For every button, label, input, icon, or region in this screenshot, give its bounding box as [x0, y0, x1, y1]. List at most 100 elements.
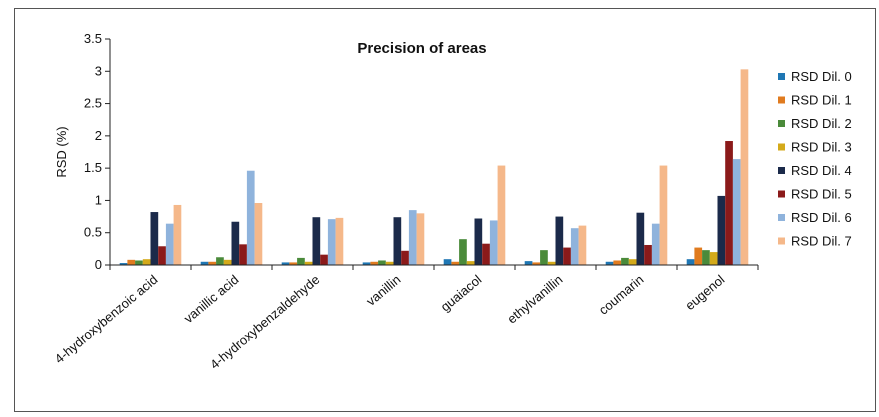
bar	[702, 250, 710, 265]
y-tick-label: 3.5	[84, 31, 102, 46]
legend-label: RSD Dil. 7	[791, 234, 852, 249]
bar	[474, 218, 483, 265]
x-category-label: guaiacol	[438, 272, 485, 315]
bar	[393, 217, 402, 265]
legend-label: RSD Dil. 1	[791, 93, 852, 108]
x-category-label: vanillic acid	[181, 272, 242, 326]
bar	[555, 216, 564, 265]
bar	[740, 69, 749, 265]
bar	[489, 220, 498, 265]
bar	[605, 261, 614, 265]
legend-swatch	[778, 96, 785, 104]
bar	[547, 261, 556, 265]
y-axis-label: RSD (%)	[54, 126, 69, 177]
legend-swatch	[778, 167, 785, 174]
legend-label: RSD Dil. 4	[791, 163, 852, 178]
legend-swatch	[778, 237, 785, 245]
bar	[281, 262, 290, 265]
bar	[165, 223, 174, 265]
bar	[497, 165, 506, 265]
bar	[320, 254, 328, 265]
y-tick-label: 2.5	[84, 96, 102, 111]
bar	[524, 261, 533, 265]
bar	[312, 217, 321, 265]
y-tick-label: 0	[95, 257, 102, 272]
bar	[370, 261, 379, 265]
legend-label: RSD Dil. 3	[791, 140, 852, 155]
bar	[563, 247, 571, 265]
bar	[289, 262, 298, 265]
bar	[578, 225, 587, 265]
legend-label: RSD Dil. 5	[791, 187, 852, 202]
bar	[142, 259, 151, 265]
bar	[709, 252, 718, 265]
bar	[223, 259, 232, 265]
bar	[443, 259, 452, 265]
bar	[297, 257, 305, 265]
x-category-label: eugenol	[682, 272, 727, 313]
bar	[570, 228, 579, 265]
y-tick-label: 0.5	[84, 225, 102, 240]
bar	[613, 260, 622, 265]
legend-swatch	[778, 73, 785, 80]
bar	[127, 259, 136, 265]
bar	[200, 261, 209, 265]
chart-title: Precision of areas	[357, 40, 486, 57]
bar	[659, 165, 668, 265]
bars	[119, 69, 749, 265]
bar	[732, 159, 741, 265]
bar	[401, 250, 409, 265]
bar	[459, 239, 467, 265]
bar	[216, 257, 224, 265]
bar	[378, 260, 386, 265]
bar	[451, 261, 460, 265]
y-tick-label: 2	[95, 128, 102, 143]
bar	[246, 170, 255, 265]
bar	[173, 204, 182, 265]
bar	[694, 247, 703, 265]
bar	[628, 259, 637, 265]
legend-swatch	[778, 143, 785, 151]
x-axis: 4-hydroxybenzoic acid vanillic acid4-hydr…	[52, 264, 759, 372]
bar	[408, 210, 417, 265]
legend-label: RSD Dil. 2	[791, 116, 852, 131]
bar	[208, 261, 217, 265]
bar	[532, 262, 541, 265]
bar	[466, 261, 475, 265]
legend-label: RSD Dil. 6	[791, 210, 852, 225]
bar	[158, 246, 166, 265]
bar	[540, 250, 548, 265]
bar	[327, 219, 336, 265]
bar	[254, 203, 263, 265]
bar	[651, 223, 660, 265]
bar	[416, 213, 425, 265]
x-category-label: ethylvanillin	[504, 272, 565, 327]
bar	[482, 243, 490, 265]
legend-swatch	[778, 214, 785, 221]
legend-swatch	[778, 190, 785, 198]
bar	[239, 244, 247, 265]
legend-label: RSD Dil. 0	[791, 69, 852, 84]
bar	[231, 221, 240, 265]
bar	[717, 195, 726, 265]
bar	[335, 217, 344, 265]
x-category-label: vanillin	[363, 272, 403, 309]
y-axis: 0 0.5 1 1.5 2 2.5 3 3.5	[84, 31, 111, 272]
y-tick-label: 3	[95, 63, 102, 78]
bar	[725, 141, 733, 265]
legend: RSD Dil. 0 RSD Dil. 1 RSD Dil. 2 RSD Dil. 3…	[778, 69, 852, 249]
bar	[304, 261, 313, 265]
bar	[636, 212, 645, 265]
bar	[644, 244, 652, 265]
bar	[150, 212, 159, 265]
x-category-label: 4-hydroxybenzoic acid	[52, 272, 161, 367]
bar	[135, 260, 143, 265]
x-category-label: coumarin	[596, 272, 647, 318]
y-tick-label: 1.5	[84, 160, 102, 175]
bar	[686, 259, 695, 265]
legend-swatch	[778, 120, 785, 127]
bar	[119, 263, 128, 265]
bar	[621, 257, 629, 265]
bar	[362, 262, 371, 265]
